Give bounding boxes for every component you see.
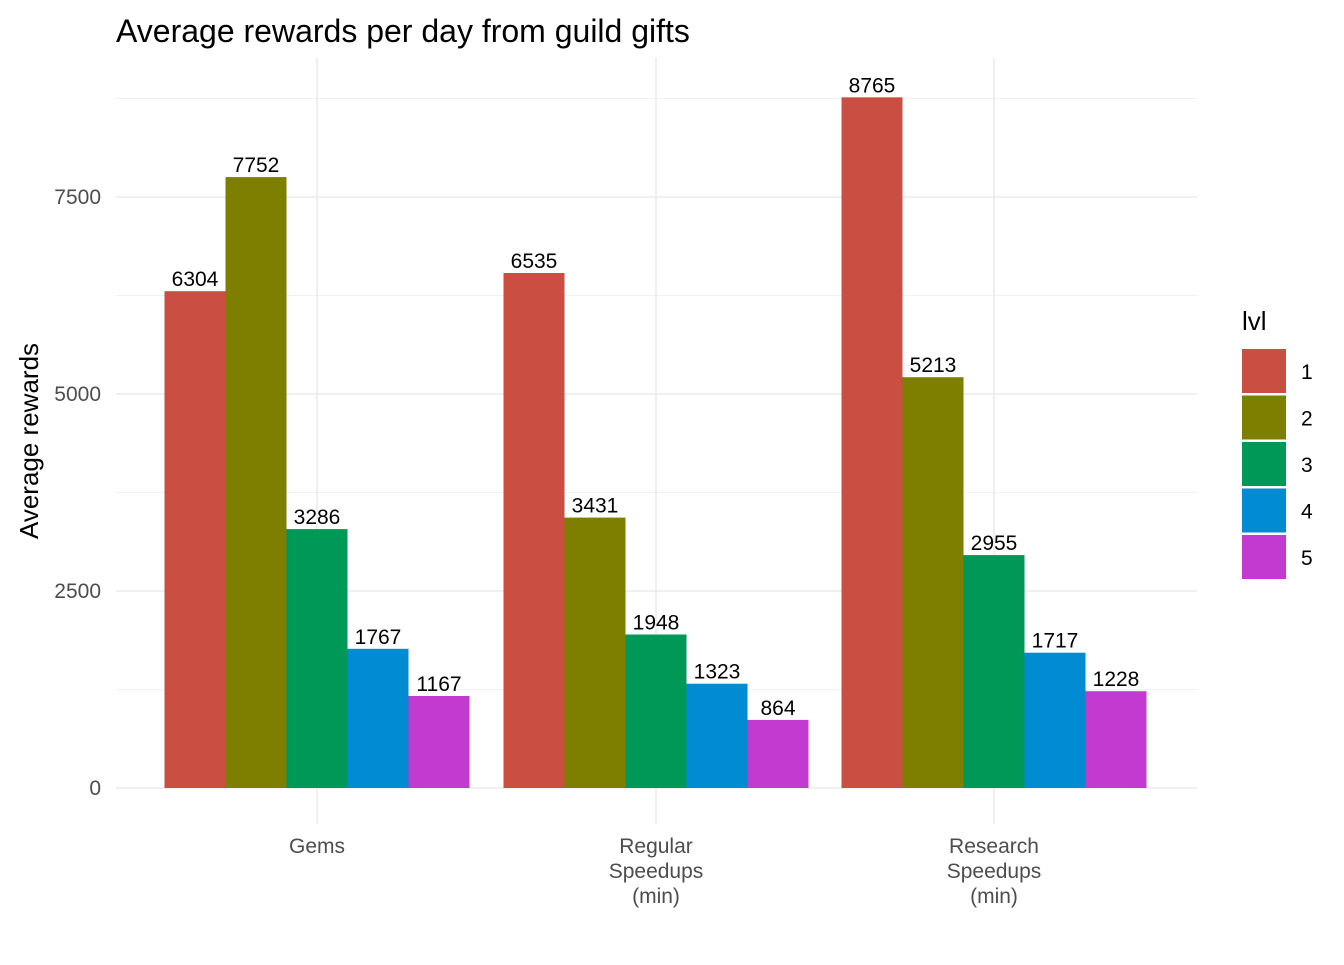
bar [408, 696, 470, 788]
data-label: 1228 [1093, 668, 1140, 691]
y-axis-label: Average rewards [14, 343, 44, 539]
bar [625, 634, 687, 788]
bar [286, 529, 348, 788]
bar [902, 377, 964, 788]
bar [347, 648, 409, 788]
legend-label: 2 [1301, 408, 1313, 431]
bar [686, 683, 748, 788]
y-axis-ticks: 0 2500 5000 7500 [54, 186, 101, 800]
data-label: 864 [760, 697, 795, 720]
data-label: 6535 [511, 250, 558, 273]
data-label: 1767 [355, 626, 402, 649]
data-label: 1167 [416, 673, 461, 696]
data-label: 5213 [910, 354, 957, 377]
bar [564, 517, 626, 788]
y-tick-label: 5000 [54, 383, 101, 406]
legend-title: lvl [1242, 306, 1267, 336]
data-label: 8765 [849, 74, 896, 97]
data-label: 3286 [294, 506, 341, 529]
x-tick-label: Research Speedups (min) [947, 835, 1042, 908]
legend-key [1242, 488, 1286, 533]
data-label: 7752 [233, 154, 280, 177]
x-tick-label: Gems [289, 835, 345, 858]
legend-key [1242, 442, 1286, 486]
legend-label: 5 [1301, 547, 1313, 570]
bar [1024, 652, 1086, 788]
bars [164, 97, 1147, 789]
legend-key [1242, 535, 1286, 579]
bar [841, 97, 903, 789]
legend-key [1242, 395, 1286, 440]
y-tick-label: 2500 [54, 580, 101, 603]
data-label: 2955 [971, 532, 1018, 555]
data-label: 3431 [572, 495, 619, 518]
bar [747, 719, 809, 788]
legend-label: 4 [1301, 501, 1313, 524]
x-tick-label: Regular Speedups (min) [609, 835, 704, 908]
bar [503, 273, 565, 788]
bar [225, 177, 287, 789]
bar [164, 291, 226, 788]
chart-title: Average rewards per day from guild gifts [116, 13, 690, 49]
legend: lvl 1 2 3 4 5 [1242, 306, 1313, 579]
data-label: 1717 [1032, 630, 1079, 653]
y-tick-label: 0 [89, 777, 101, 800]
data-label: 1323 [694, 661, 741, 684]
data-labels: 6304 6535 8765 7752 3431 5213 3286 1948 2955 1767… [172, 74, 1140, 720]
legend-label: 1 [1301, 361, 1313, 384]
legend-label: 3 [1301, 454, 1313, 477]
y-tick-label: 7500 [54, 186, 101, 209]
legend-key [1242, 349, 1286, 393]
data-label: 1948 [633, 612, 680, 635]
bar [963, 555, 1025, 788]
x-axis-ticks: Gems Regular Speedups (min) Research Speedups… [289, 835, 1041, 908]
bar [1085, 691, 1147, 788]
data-label: 6304 [172, 268, 219, 291]
